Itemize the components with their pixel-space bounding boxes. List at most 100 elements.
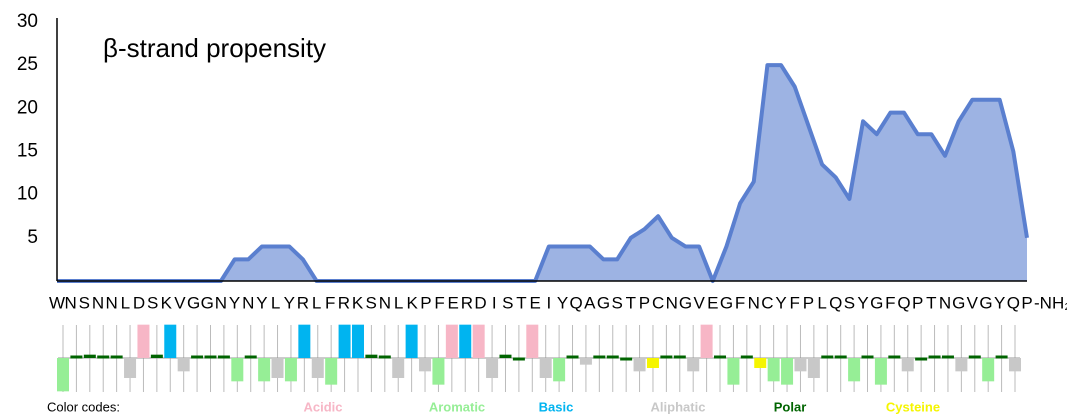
x-tick-label: F — [735, 293, 745, 312]
x-tick-label: L — [394, 293, 403, 312]
x-tick-label: Q — [897, 293, 910, 312]
x-tick-label: V — [174, 293, 186, 312]
residue-bar — [606, 355, 619, 359]
residue-bar — [97, 355, 110, 359]
residue-bar — [499, 354, 512, 358]
residue-bar — [486, 358, 499, 378]
residue-bar — [150, 354, 163, 358]
residue-bar — [459, 324, 472, 358]
x-tick-label: L — [271, 293, 280, 312]
residue-bar — [231, 358, 244, 382]
x-tick-label: Q — [829, 293, 842, 312]
residue-bar — [781, 358, 794, 385]
x-tick-label: N — [666, 293, 678, 312]
x-tick-label: K — [352, 293, 364, 312]
x-tick-label: Y — [857, 293, 868, 312]
x-tick-label: S — [366, 293, 377, 312]
x-tick-label: N — [106, 293, 118, 312]
residue-bar — [57, 358, 69, 392]
residue-bar — [311, 358, 324, 378]
residue-bar — [982, 358, 995, 382]
residue-bar — [365, 354, 378, 358]
x-tick-label: P — [639, 293, 650, 312]
residue-bar — [941, 355, 954, 359]
legend-label: Acidic — [303, 399, 342, 414]
residue-bar — [633, 358, 646, 372]
residue-bar — [767, 358, 780, 382]
residue-bar — [593, 355, 606, 359]
x-tick-label: Y — [994, 293, 1005, 312]
residue-bar — [673, 355, 686, 359]
x-tick-label: T — [516, 293, 526, 312]
x-tick-label: S — [844, 293, 855, 312]
residue-bar — [968, 355, 981, 359]
sequence-suffix: -NH₂ — [1034, 293, 1067, 312]
x-tick-label: C — [652, 293, 664, 312]
x-tick-label: G — [870, 293, 883, 312]
legend-label: Basic — [539, 399, 574, 414]
residue-bar — [70, 355, 83, 359]
x-tick-label: F — [434, 293, 444, 312]
residue-bar — [110, 355, 123, 359]
x-tick-label: L — [312, 293, 321, 312]
x-tick-label: N — [242, 293, 254, 312]
residue-bar — [646, 358, 659, 368]
legend-label: Polar — [774, 399, 807, 414]
residue-bar — [660, 355, 673, 359]
x-tick-label: N — [379, 293, 391, 312]
residue-bar — [874, 358, 887, 385]
residue-bar — [687, 358, 700, 372]
x-tick-label: P — [420, 293, 431, 312]
residue-bar — [271, 358, 284, 378]
x-tick-label: I — [546, 293, 551, 312]
chart-title: β-strand propensity — [103, 33, 326, 63]
residue-bar — [284, 358, 297, 382]
x-tick-label: Y — [557, 293, 568, 312]
x-tick-label: S — [79, 293, 90, 312]
residue-bar — [888, 355, 901, 359]
residue-bar — [338, 324, 351, 358]
x-tick-label: N — [92, 293, 104, 312]
residue-bar — [445, 324, 458, 358]
residue-bar — [419, 358, 432, 372]
x-tick-label: Y — [256, 293, 267, 312]
legend-title: Color codes: — [47, 399, 120, 414]
residue-bar — [472, 324, 485, 358]
residue-bar — [740, 355, 753, 359]
x-tick-label: G — [952, 293, 965, 312]
residue-bar — [177, 358, 190, 372]
residue-bar — [834, 355, 847, 359]
x-tick-label: Y — [284, 293, 295, 312]
residue-bar — [258, 358, 271, 382]
residue-bar — [821, 355, 834, 359]
legend-label: Aliphatic — [651, 399, 706, 414]
x-tick-label: Y — [775, 293, 786, 312]
x-tick-label: G — [979, 293, 992, 312]
residue-bar — [244, 355, 257, 359]
residue-bar — [794, 358, 807, 372]
x-tick-label: R — [338, 293, 350, 312]
x-tick-label: N — [215, 293, 227, 312]
residue-bar — [848, 358, 861, 382]
x-tick-label: D — [474, 293, 486, 312]
residue-bar — [204, 355, 217, 359]
x-tick-label: N — [748, 293, 760, 312]
legend-label: Cysteine — [886, 399, 940, 414]
x-tick-label: K — [161, 293, 173, 312]
residue-bar — [928, 355, 941, 359]
x-tick-label: E — [707, 293, 718, 312]
residue-bar — [995, 355, 1008, 359]
residue-bar — [137, 324, 150, 358]
residue-bar — [325, 358, 338, 385]
x-tick-label: R — [297, 293, 309, 312]
x-tick-label: Q — [1007, 293, 1020, 312]
legend-label: Aromatic — [429, 399, 485, 414]
residue-bar — [526, 324, 539, 358]
residue-bar — [83, 354, 96, 358]
residue-bar — [405, 324, 418, 358]
x-tick-label: C — [761, 293, 773, 312]
x-tick-label: V — [693, 293, 705, 312]
x-tick-label: G — [720, 293, 733, 312]
x-tick-label: S — [147, 293, 158, 312]
x-tick-label: P — [912, 293, 923, 312]
